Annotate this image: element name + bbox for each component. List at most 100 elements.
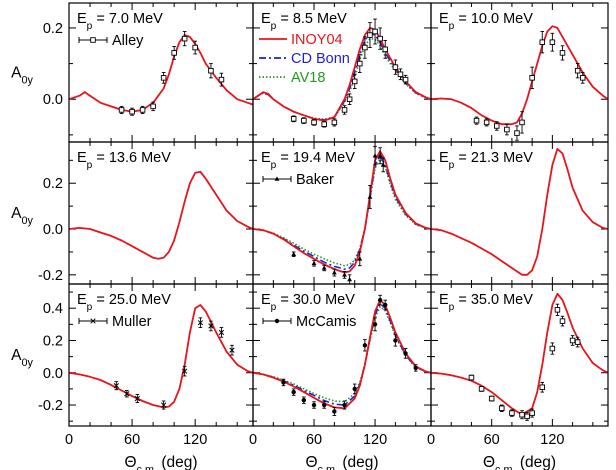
energy-label: Ep = 10.0 MeV — [439, 11, 533, 32]
data-point — [519, 119, 525, 126]
data-point — [519, 411, 525, 418]
y-tick-label: -0.2 — [38, 268, 63, 284]
data-point — [342, 272, 347, 277]
data-point — [377, 35, 383, 42]
x-tick-label: 120 — [183, 432, 207, 448]
data-point — [124, 391, 130, 397]
data-point — [290, 116, 297, 122]
x-axis-label: Θc.m. (deg) — [483, 454, 556, 470]
data-point — [383, 302, 388, 308]
x-tick-label: 0 — [427, 432, 435, 448]
panel-9: Ep = 35.0 MeV — [430, 283, 609, 427]
curves — [431, 292, 608, 416]
data-point — [559, 318, 566, 324]
data-point — [341, 107, 348, 113]
data-point — [90, 37, 96, 43]
y-axis-label: A0y — [11, 347, 33, 369]
data-point — [509, 410, 515, 416]
data-point — [402, 76, 409, 83]
curves — [253, 299, 431, 410]
data-point — [579, 75, 586, 81]
ticks — [68, 3, 253, 142]
data-points — [281, 294, 418, 416]
data-point — [362, 343, 368, 348]
y-axis-label: A0y — [11, 205, 33, 227]
data-points — [113, 317, 235, 410]
data-point — [499, 405, 505, 412]
data-point — [554, 307, 561, 313]
data-point — [380, 162, 386, 167]
y-tick-label: 0.2 — [43, 176, 63, 192]
data-point — [311, 119, 317, 126]
data-point — [321, 265, 327, 270]
data-point — [171, 50, 177, 56]
series-av18 — [253, 305, 431, 403]
data-point — [346, 96, 353, 102]
data-point — [281, 380, 286, 385]
data-point — [514, 130, 520, 136]
curves — [69, 170, 253, 260]
data-point — [357, 60, 363, 67]
x-tick-label: 60 — [306, 432, 322, 448]
data-point — [311, 260, 317, 266]
y-axis-label: A0y — [11, 65, 33, 87]
data-point — [113, 383, 119, 389]
data-point — [488, 395, 495, 402]
data-point — [301, 117, 307, 124]
panel-frame — [430, 283, 609, 427]
legend-label: Muller — [112, 314, 152, 330]
legend-label: Baker — [296, 172, 334, 188]
data-point — [367, 32, 373, 38]
curves — [253, 150, 431, 274]
data-point — [351, 78, 358, 85]
data-point — [218, 329, 225, 336]
data-point — [549, 345, 556, 352]
data-point — [274, 176, 280, 181]
x-tick-label: 60 — [124, 432, 140, 448]
data-point — [574, 67, 581, 74]
data-point — [483, 119, 490, 126]
data-point — [181, 35, 188, 42]
x-tick-label: 0 — [249, 432, 257, 448]
data-point — [274, 318, 280, 324]
series-inoy04 — [253, 150, 431, 274]
series-inoy04 — [253, 299, 431, 410]
data-point — [301, 397, 307, 403]
x-tick-label: 120 — [540, 432, 564, 448]
data-points — [473, 31, 586, 141]
data-point — [539, 384, 546, 391]
data-point — [331, 269, 337, 275]
series-inoy04 — [431, 25, 608, 126]
data-point — [392, 64, 399, 70]
data-point — [559, 50, 566, 56]
data-point — [342, 402, 347, 408]
data-point — [549, 39, 556, 45]
ticks — [68, 284, 253, 426]
data-point — [118, 107, 125, 113]
legend-label: INOY04 — [291, 32, 343, 48]
series-inoy04 — [69, 170, 253, 260]
data-point — [367, 194, 373, 199]
data-point — [504, 126, 510, 133]
data-point — [229, 347, 235, 353]
panel-3: Ep = 10.0 MeV — [430, 2, 609, 143]
data-point — [129, 108, 135, 115]
energy-label: Ep = 7.0 MeV — [77, 11, 163, 32]
curves — [69, 304, 253, 409]
data-point — [291, 389, 296, 395]
energy-label: Ep = 30.0 MeV — [261, 292, 355, 313]
data-point — [529, 410, 535, 416]
ticks — [430, 3, 608, 142]
legend-label: McCamis — [296, 314, 356, 330]
curves — [431, 25, 608, 126]
data-point — [397, 71, 404, 78]
data-point — [197, 320, 204, 326]
data-point — [218, 76, 225, 83]
data-point — [372, 28, 378, 35]
y-tick-label: 0.4 — [43, 301, 63, 317]
